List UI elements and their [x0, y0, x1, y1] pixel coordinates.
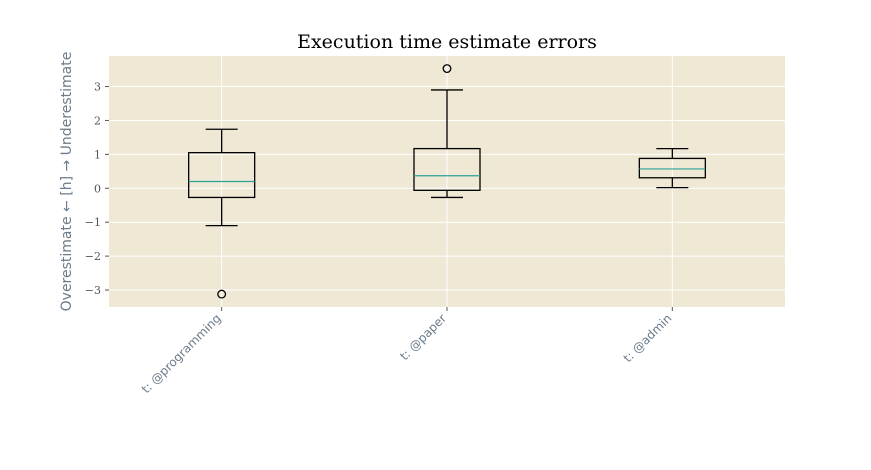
box-group [413, 64, 481, 199]
iqr-box [188, 152, 256, 199]
x-tick-label: t: @admin [621, 311, 675, 365]
box-group [188, 128, 256, 299]
iqr-box [413, 147, 481, 191]
y-tick-label: 3 [94, 81, 101, 94]
y-tick-label: −2 [85, 250, 101, 263]
chart-title: Execution time estimate errors [297, 31, 597, 53]
y-tick-label: 1 [94, 148, 101, 161]
y-tick-label: −1 [85, 216, 101, 229]
box-marks [188, 64, 706, 299]
y-tick-label: 2 [94, 114, 101, 127]
box-group [638, 147, 706, 189]
x-tick-label: t: @programming [139, 311, 224, 396]
y-axis-label: Overestimate ← [h] → Underestimate [59, 52, 75, 312]
x-tick-label: t: @paper [397, 311, 449, 363]
y-tick-label: −3 [85, 284, 101, 297]
y-tick-label: 0 [94, 182, 101, 195]
iqr-box [638, 157, 706, 179]
outlier-point [217, 289, 227, 299]
outlier-point [442, 64, 452, 73]
